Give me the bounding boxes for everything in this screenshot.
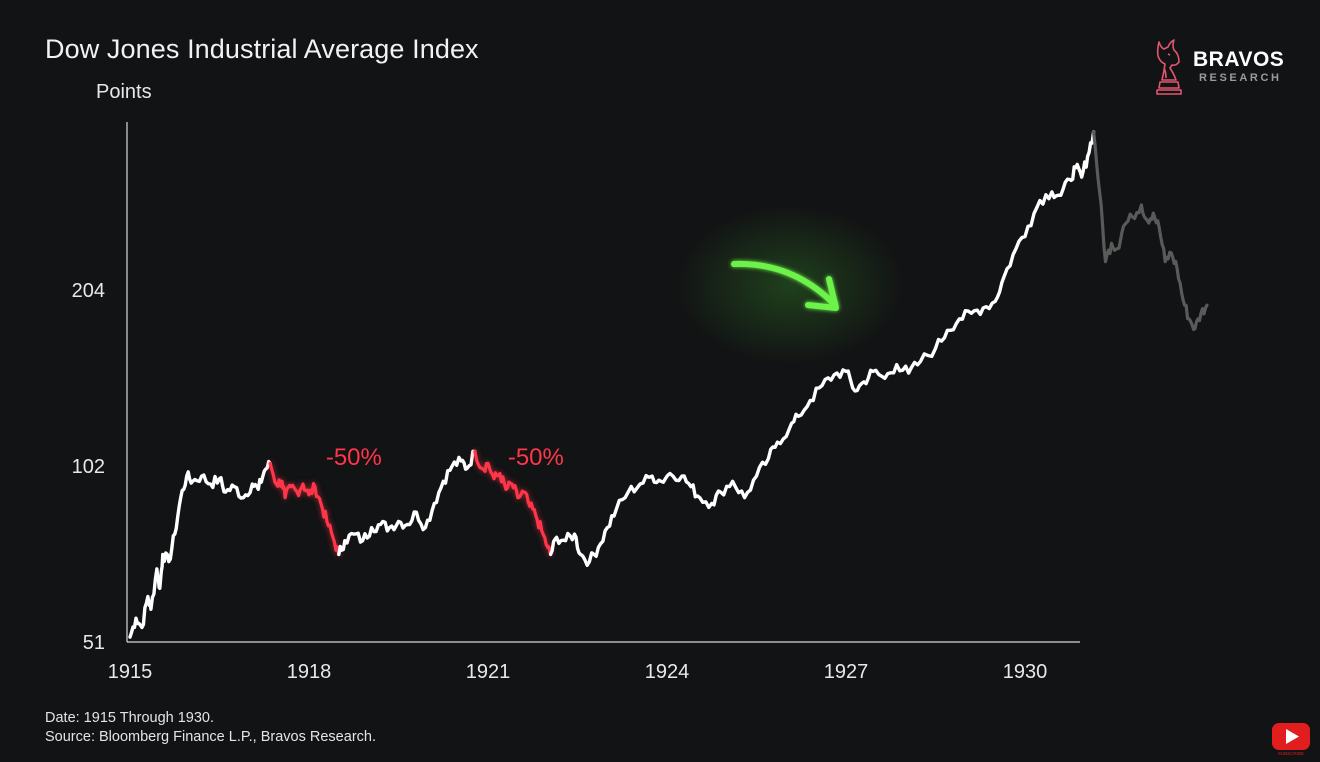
x-tick-label: 1930: [1003, 661, 1048, 683]
brand-name: BRAVOS: [1193, 48, 1285, 71]
drawdown-label: -50%: [508, 444, 564, 471]
series-line-main: [128, 459, 272, 639]
series-line-main: [548, 130, 1096, 567]
line-chart: 51 102 204 1915 1918 1921 1924 1927 1930 -50% -5…: [72, 122, 1209, 683]
series-line-drawdown: [268, 461, 341, 556]
date-note: Date: 1915 Through 1930.: [45, 710, 215, 726]
y-tick-label: 204: [72, 280, 105, 302]
series-line-drawdown: [473, 449, 553, 556]
drawdown-label: -50%: [326, 444, 382, 471]
y-tick-label: 102: [72, 456, 105, 478]
brand-logo: BRAVOS RESEARCH: [1152, 38, 1302, 102]
youtube-play-icon[interactable]: SUBSCRIBE: [1271, 722, 1311, 756]
chart-title: Dow Jones Industrial Average Index: [45, 34, 479, 64]
brand-subtitle: RESEARCH: [1199, 72, 1282, 84]
series-line-faded: [1092, 130, 1209, 332]
x-tick-label: 1918: [287, 661, 332, 683]
x-tick-label: 1915: [108, 661, 153, 683]
x-tick-label: 1924: [645, 661, 690, 683]
highlight-arrow: [675, 205, 905, 365]
bull-chess-knight-icon: [1156, 39, 1182, 95]
y-tick-label: 51: [83, 632, 105, 654]
subscribe-caption: SUBSCRIBE: [1278, 751, 1304, 756]
x-tick-label: 1921: [466, 661, 511, 683]
x-tick-label: 1927: [824, 661, 869, 683]
y-axis-label: Points: [96, 81, 152, 103]
source-note: Source: Bloomberg Finance L.P., Bravos R…: [45, 729, 376, 745]
chart-footer: Date: 1915 Through 1930. Source: Bloombe…: [45, 709, 376, 747]
series-line-main: [337, 449, 477, 557]
